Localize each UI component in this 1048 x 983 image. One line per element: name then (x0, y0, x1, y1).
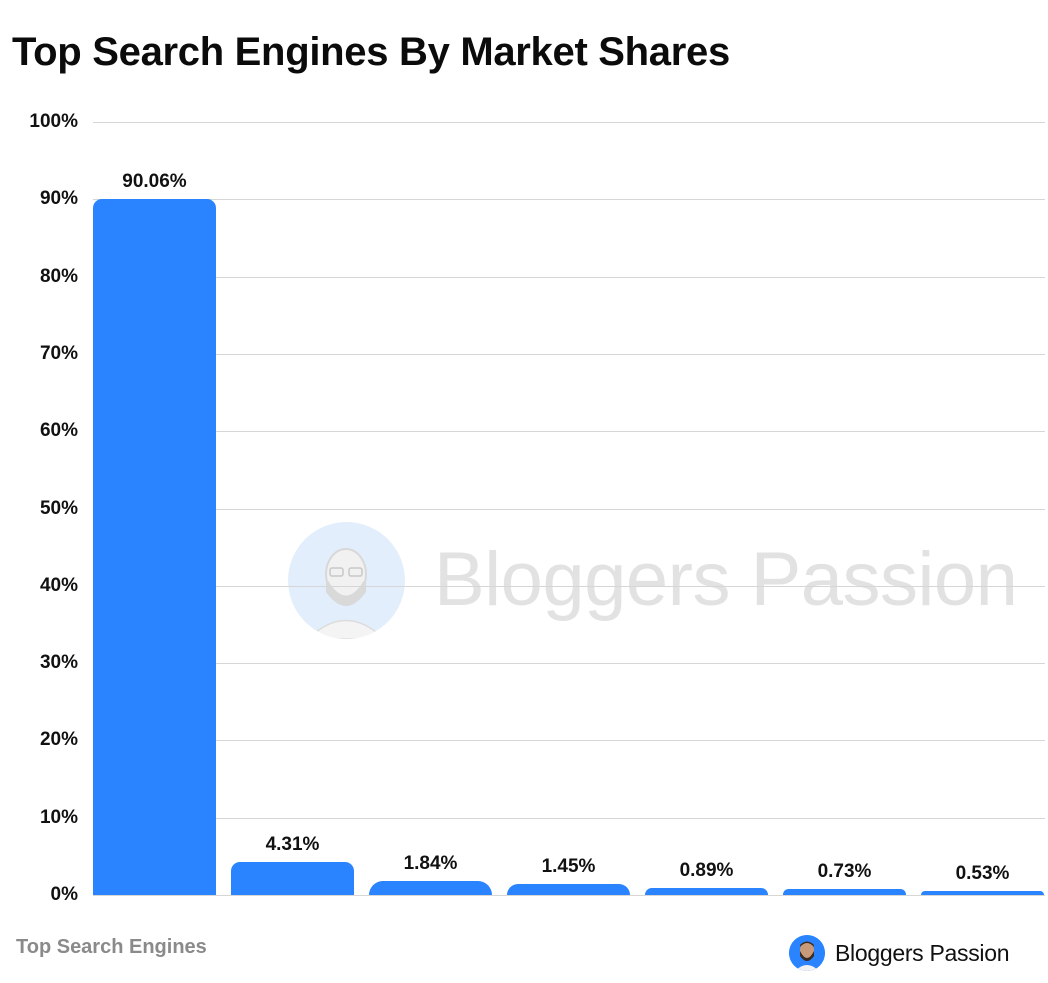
y-tick-label: 90% (39, 188, 78, 210)
bar-value-label: 0.73% (817, 861, 872, 883)
gridline (93, 122, 1045, 123)
gridline (93, 353, 1045, 355)
bar[interactable] (93, 198, 216, 895)
gridline (93, 276, 1045, 278)
y-tick-label: 100% (29, 111, 78, 132)
bar[interactable] (507, 883, 630, 895)
bar-value-label: 90.06% (122, 170, 187, 192)
gridline (93, 199, 1045, 201)
y-tick-label: 50% (39, 497, 78, 519)
bar-value-label: 4.31% (265, 833, 320, 855)
y-tick-label: 30% (39, 652, 78, 674)
y-tick-label: 20% (39, 729, 78, 751)
y-tick-label: 10% (39, 806, 78, 828)
gridline (93, 817, 1045, 819)
x-axis-label: Top Search Engines (16, 936, 207, 958)
gridline (93, 508, 1045, 510)
brand-name: Bloggers Passion (835, 939, 1010, 966)
bar-value-label: 1.84% (403, 852, 458, 874)
chart-title: Top Search Engines By Market Shares (12, 30, 730, 74)
bar-value-label: 0.53% (955, 862, 1010, 884)
y-tick-label: 0% (50, 884, 78, 905)
y-tick-label: 80% (39, 265, 78, 287)
bar[interactable] (783, 889, 906, 895)
y-tick-label: 70% (39, 342, 78, 364)
gridline (93, 663, 1045, 665)
bar[interactable] (645, 888, 768, 895)
brand-logo: Bloggers Passion (789, 934, 1010, 972)
gridline (93, 895, 1045, 896)
plot-area: 90.06% 4.31% 1.84% 1.45% 0.89% 0.73% 0.53% (93, 122, 1045, 896)
y-tick-label: 60% (39, 420, 78, 442)
gridline (93, 740, 1045, 742)
bar[interactable] (921, 890, 1044, 895)
bar[interactable] (231, 861, 354, 895)
bar-value-label: 0.89% (679, 860, 734, 882)
bar-value-label: 1.45% (541, 855, 596, 877)
gridline (93, 585, 1045, 587)
bar[interactable] (369, 880, 492, 895)
gridline (93, 431, 1045, 433)
brand-avatar-icon (789, 935, 825, 971)
y-tick-label: 40% (39, 574, 78, 596)
